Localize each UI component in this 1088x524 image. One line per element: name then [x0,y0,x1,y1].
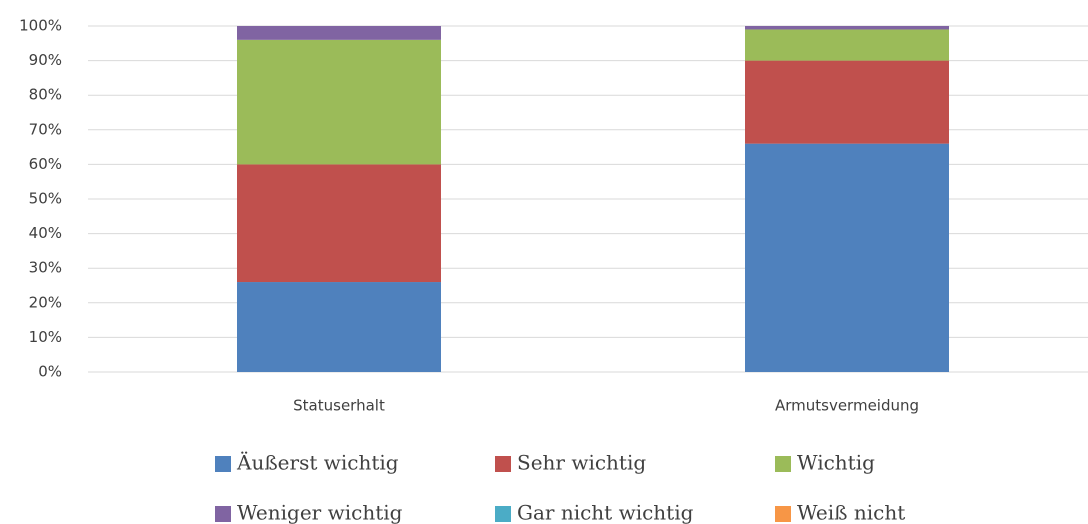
y-tick-label: 40% [29,224,62,242]
y-tick-label: 0% [38,363,62,381]
x-tick-label: Statuserhalt [293,397,385,415]
legend-swatch [215,506,231,522]
y-tick-label: 50% [29,190,62,208]
legend-swatch [215,456,231,472]
y-tick-label: 80% [29,86,62,104]
bar-segment [745,60,949,144]
legend-swatch [775,456,791,472]
bar-segment [745,29,949,61]
legend-label: Sehr wichtig [517,451,646,475]
bar-segment [237,282,441,372]
bar-segment [237,26,441,40]
y-tick-label: 70% [29,120,62,138]
bar-segment [745,143,949,372]
y-tick-label: 100% [19,17,62,35]
bar-segment [237,164,441,283]
x-tick-label: Armutsvermeidung [775,397,919,415]
bar-segment [745,26,949,30]
y-tick-label: 20% [29,293,62,311]
legend-label: Gar nicht wichtig [517,501,694,524]
y-tick-label: 60% [29,155,62,173]
bar-segment [237,39,441,165]
y-tick-label: 30% [29,259,62,277]
legend-swatch [495,506,511,522]
legend-swatch [495,456,511,472]
legend-label: Wichtig [797,451,875,475]
y-tick-label: 90% [29,51,62,69]
legend-label: Weniger wichtig [237,501,403,524]
y-tick-label: 10% [29,328,62,346]
legend-swatch [775,506,791,522]
legend-label: Weiß nicht [797,501,905,524]
legend-label: Äußerst wichtig [236,451,399,475]
